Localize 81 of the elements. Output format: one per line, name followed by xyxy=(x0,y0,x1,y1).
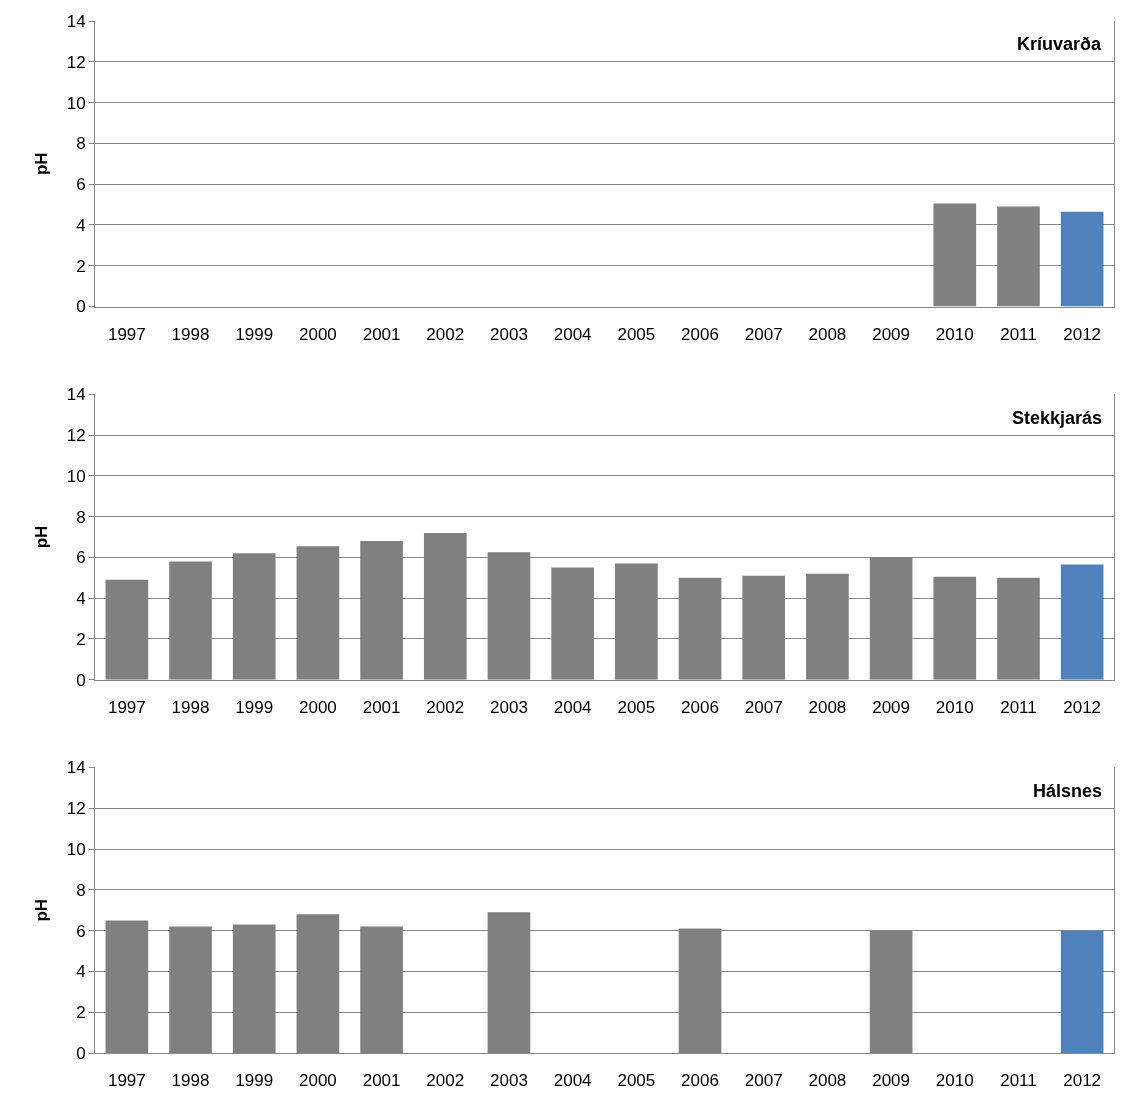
x-tick-label: 2003 xyxy=(490,698,528,718)
x-tick-label: 2005 xyxy=(617,1071,656,1091)
x-tick-label: 1999 xyxy=(235,698,274,718)
x-tick-label: 2010 xyxy=(935,1071,974,1091)
y-tick-label: 14 xyxy=(66,385,86,405)
y-tick-label: 2 xyxy=(76,256,86,276)
y-axis-title: pH xyxy=(32,898,52,922)
bar xyxy=(1060,564,1104,680)
y-tick-label: 8 xyxy=(76,134,86,154)
y-tick-label: 4 xyxy=(76,962,86,982)
y-axis-title: pH xyxy=(32,525,52,549)
y-tick-label: 0 xyxy=(76,1043,86,1063)
y-tick-label: 6 xyxy=(76,921,86,941)
x-tick-label: 2010 xyxy=(935,698,974,718)
bar xyxy=(1060,211,1104,307)
x-tick-label: 1998 xyxy=(171,1071,210,1091)
x-tick-label: 2011 xyxy=(1000,324,1037,344)
x-tick-label: 2001 xyxy=(362,1071,401,1091)
text: Kríuvarða xyxy=(1017,34,1103,54)
x-tick-label: 1997 xyxy=(107,1071,146,1091)
x-tick-label: 2000 xyxy=(299,324,337,344)
x-tick-label: 2003 xyxy=(490,1071,528,1091)
x-tick-label: 2007 xyxy=(744,698,783,718)
x-tick-label: 2002 xyxy=(426,698,465,718)
x-tick-label: 2011 xyxy=(1000,1071,1037,1091)
x-tick-label: 2007 xyxy=(744,324,783,344)
x-tick-label: 2005 xyxy=(617,698,656,718)
x-tick-label: 2010 xyxy=(935,324,974,344)
y-tick-label: 14 xyxy=(66,758,86,778)
x-tick-label: 2008 xyxy=(808,324,847,344)
x-tick-label: 2006 xyxy=(681,698,719,718)
x-tick-label: 2012 xyxy=(1063,698,1102,718)
x-tick-label: 2009 xyxy=(872,1071,910,1091)
x-tick-label: 2004 xyxy=(553,324,592,344)
x-tick-label: 2007 xyxy=(744,1071,783,1091)
x-tick-label: 2004 xyxy=(553,698,592,718)
y-tick-label: 10 xyxy=(66,840,86,860)
x-tick-label: 1998 xyxy=(171,698,210,718)
y-axis-title: pH xyxy=(32,152,52,176)
y-tick-label: 10 xyxy=(66,466,86,486)
x-tick-label: 2012 xyxy=(1063,1071,1102,1091)
y-tick-label: 2 xyxy=(76,629,86,649)
x-tick-label: 1997 xyxy=(107,698,146,718)
x-tick-label: 2008 xyxy=(808,698,847,718)
y-tick-label: 8 xyxy=(76,507,86,527)
x-tick-label: 2001 xyxy=(362,698,401,718)
x-tick-label: 2012 xyxy=(1063,324,1102,344)
y-tick-label: 0 xyxy=(76,297,86,317)
x-tick-label: 2009 xyxy=(872,698,910,718)
y-tick-label: 12 xyxy=(66,799,86,819)
y-tick-label: 14 xyxy=(66,11,86,31)
x-tick-label: 2002 xyxy=(426,324,465,344)
x-tick-label: 2006 xyxy=(681,324,719,344)
x-tick-label: 2003 xyxy=(490,324,528,344)
x-tick-label: 1999 xyxy=(235,1071,274,1091)
x-tick-label: 2002 xyxy=(426,1071,465,1091)
y-tick-label: 8 xyxy=(76,880,86,900)
x-tick-label: 2000 xyxy=(299,698,337,718)
y-tick-label: 2 xyxy=(76,1003,86,1023)
x-tick-label: 2011 xyxy=(1000,698,1037,718)
x-tick-label: 2008 xyxy=(808,1071,847,1091)
bar xyxy=(1060,930,1104,1053)
x-tick-label: 2000 xyxy=(299,1071,337,1091)
x-tick-label: 2009 xyxy=(872,324,910,344)
y-tick-label: 4 xyxy=(76,589,86,609)
text: Stekkjarás xyxy=(1012,408,1103,428)
y-tick-label: 12 xyxy=(66,425,86,445)
x-tick-label: 2006 xyxy=(681,1071,719,1091)
x-tick-label: 2004 xyxy=(553,1071,592,1091)
text: Hálsnes xyxy=(1033,781,1103,801)
y-tick-label: 10 xyxy=(66,93,86,113)
x-tick-label: 1998 xyxy=(171,324,210,344)
y-tick-label: 0 xyxy=(76,670,86,690)
y-tick-label: 6 xyxy=(76,175,86,195)
x-tick-label: 2005 xyxy=(617,324,656,344)
y-tick-label: 4 xyxy=(76,215,86,235)
x-tick-label: 2001 xyxy=(362,324,401,344)
x-tick-label: 1999 xyxy=(235,324,274,344)
y-tick-label: 12 xyxy=(66,52,86,72)
y-tick-label: 6 xyxy=(76,548,86,568)
x-tick-label: 1997 xyxy=(107,324,146,344)
